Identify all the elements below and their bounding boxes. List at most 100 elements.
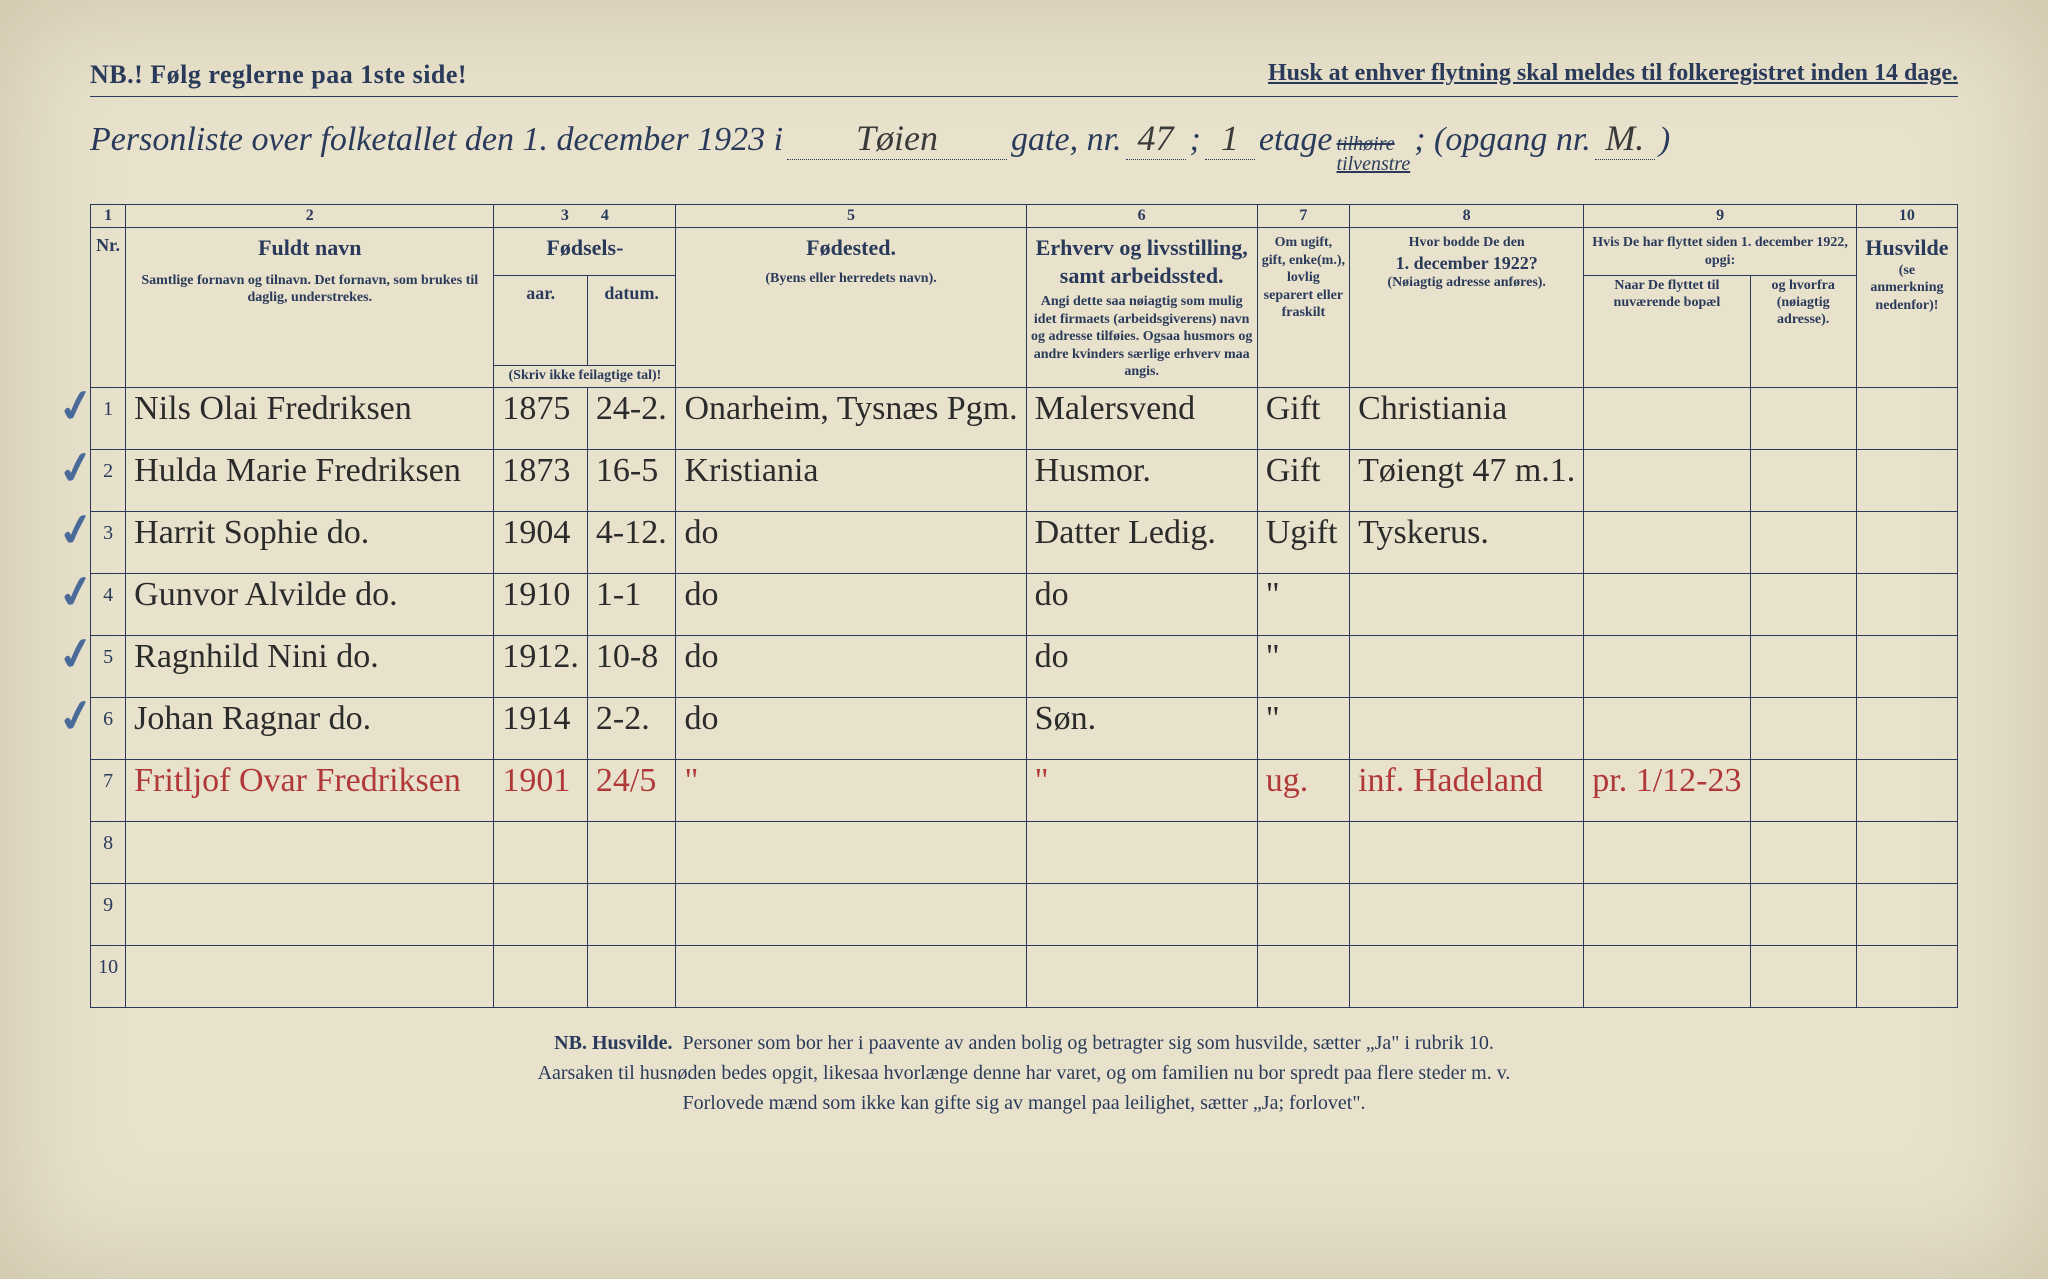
cell-fodested bbox=[676, 883, 1026, 945]
cell-husvilde bbox=[1856, 511, 1957, 573]
opgang-field: M. bbox=[1595, 117, 1655, 160]
cell-stand: ug. bbox=[1257, 759, 1349, 821]
row-number: 10 bbox=[91, 945, 126, 1007]
cell-hvorfra bbox=[1750, 883, 1856, 945]
cell-hvorfra bbox=[1750, 697, 1856, 759]
cell-erhverv: do bbox=[1026, 635, 1257, 697]
cell-hvorfra bbox=[1750, 387, 1856, 449]
cell-datum: 16-5 bbox=[587, 449, 676, 511]
hdr-fodested: Fødested. (Byens eller herredets navn). bbox=[676, 228, 1026, 388]
cell-husvilde bbox=[1856, 883, 1957, 945]
cell-erhverv: Husmor. bbox=[1026, 449, 1257, 511]
cell-stand: Ugift bbox=[1257, 511, 1349, 573]
cell-name: Nils Olai Fredriksen bbox=[126, 387, 494, 449]
cell-stand bbox=[1257, 883, 1349, 945]
cell-aar bbox=[494, 883, 588, 945]
etage-label: etage bbox=[1259, 121, 1333, 159]
hdr-naar: Naar De flyttet til nuværende bopæl bbox=[1584, 276, 1750, 388]
cell-aar: 1873 bbox=[494, 449, 588, 511]
cell-name: Harrit Sophie do. bbox=[126, 511, 494, 573]
cell-aar: 1875 bbox=[494, 387, 588, 449]
cell-name bbox=[126, 883, 494, 945]
husk-reminder: Husk at enhver flytning skal meldes til … bbox=[1268, 60, 1958, 90]
cell-husvilde bbox=[1856, 945, 1957, 1007]
colnum-8: 8 bbox=[1350, 205, 1584, 228]
table-body: 1Nils Olai Fredriksen187524-2.Onarheim, … bbox=[91, 387, 1958, 1007]
cell-hvorfra bbox=[1750, 821, 1856, 883]
cell-bodde: Christiania bbox=[1350, 387, 1584, 449]
colnum-5: 5 bbox=[676, 205, 1026, 228]
cell-bodde bbox=[1350, 697, 1584, 759]
cell-hvorfra bbox=[1750, 635, 1856, 697]
hdr-husvilde: Husvilde (se anmerkning nedenfor)! bbox=[1856, 228, 1957, 388]
cell-datum: 24-2. bbox=[587, 387, 676, 449]
table-header: 1 2 3 4 5 6 7 8 9 10 Nr. Fuldt navn Samt… bbox=[91, 205, 1958, 388]
table-row: 2Hulda Marie Fredriksen187316-5Kristiani… bbox=[91, 449, 1958, 511]
cell-fodested: do bbox=[676, 511, 1026, 573]
cell-hvorfra bbox=[1750, 759, 1856, 821]
cell-datum bbox=[587, 945, 676, 1007]
cell-fodested: do bbox=[676, 697, 1026, 759]
cell-hvorfra bbox=[1750, 573, 1856, 635]
cell-naar bbox=[1584, 945, 1750, 1007]
colnum-1: 1 bbox=[91, 205, 126, 228]
colnum-7: 7 bbox=[1257, 205, 1349, 228]
cell-name: Hulda Marie Fredriksen bbox=[126, 449, 494, 511]
nb-warning: NB.! Følg reglerne paa 1ste side! bbox=[90, 60, 467, 90]
title-prefix: Personliste over folketallet den 1. dece… bbox=[90, 121, 783, 159]
cell-fodested: do bbox=[676, 635, 1026, 697]
cell-aar: 1910 bbox=[494, 573, 588, 635]
cell-stand bbox=[1257, 821, 1349, 883]
cell-stand: Gift bbox=[1257, 449, 1349, 511]
hdr-name: Fuldt navn Samtlige fornavn og tilnavn. … bbox=[126, 228, 494, 388]
cell-naar bbox=[1584, 697, 1750, 759]
cell-stand: " bbox=[1257, 697, 1349, 759]
cell-naar bbox=[1584, 821, 1750, 883]
cell-bodde: Tøiengt 47 m.1. bbox=[1350, 449, 1584, 511]
cell-erhverv: do bbox=[1026, 573, 1257, 635]
census-table: 1 2 3 4 5 6 7 8 9 10 Nr. Fuldt navn Samt… bbox=[90, 204, 1958, 1008]
census-form-page: NB.! Følg reglerne paa 1ste side! Husk a… bbox=[0, 0, 2048, 1279]
table-row: 8 bbox=[91, 821, 1958, 883]
table-row: 10 bbox=[91, 945, 1958, 1007]
cell-husvilde bbox=[1856, 449, 1957, 511]
cell-bodde bbox=[1350, 883, 1584, 945]
cell-aar: 1912. bbox=[494, 635, 588, 697]
cell-name: Gunvor Alvilde do. bbox=[126, 573, 494, 635]
cell-datum: 4-12. bbox=[587, 511, 676, 573]
cell-husvilde bbox=[1856, 635, 1957, 697]
cell-bodde bbox=[1350, 821, 1584, 883]
cell-husvilde bbox=[1856, 697, 1957, 759]
gate-label: gate, nr. bbox=[1011, 121, 1122, 159]
hdr-aar: aar. bbox=[494, 276, 588, 366]
cell-hvorfra bbox=[1750, 449, 1856, 511]
cell-bodde: Tyskerus. bbox=[1350, 511, 1584, 573]
cell-erhverv: Datter Ledig. bbox=[1026, 511, 1257, 573]
cell-name bbox=[126, 821, 494, 883]
cell-datum bbox=[587, 883, 676, 945]
colnum-10: 10 bbox=[1856, 205, 1957, 228]
semicolon: ; bbox=[1190, 121, 1201, 159]
hdr-flyttet: Hvis De har flyttet siden 1. december 19… bbox=[1584, 228, 1857, 276]
cell-hvorfra bbox=[1750, 511, 1856, 573]
cell-naar bbox=[1584, 635, 1750, 697]
street-field: Tøien bbox=[787, 117, 1007, 160]
cell-datum: 2-2. bbox=[587, 697, 676, 759]
opgang-label: ; (opgang nr. bbox=[1414, 121, 1591, 159]
cell-stand bbox=[1257, 945, 1349, 1007]
title-line: Personliste over folketallet den 1. dece… bbox=[90, 117, 1958, 174]
top-bar: NB.! Følg reglerne paa 1ste side! Husk a… bbox=[90, 60, 1958, 97]
colnum-2: 2 bbox=[126, 205, 494, 228]
footer-note: NB. Husvilde. Personer som bor her i paa… bbox=[90, 1028, 1958, 1118]
cell-naar bbox=[1584, 883, 1750, 945]
cell-erhverv: Søn. bbox=[1026, 697, 1257, 759]
hdr-datum: datum. bbox=[587, 276, 676, 366]
cell-aar: 1901 bbox=[494, 759, 588, 821]
cell-aar: 1904 bbox=[494, 511, 588, 573]
row-number: 9 bbox=[91, 883, 126, 945]
table-row: 6Johan Ragnar do.19142-2.doSøn." bbox=[91, 697, 1958, 759]
cell-name: Fritljof Ovar Fredriksen bbox=[126, 759, 494, 821]
cell-naar: pr. 1/12-23 bbox=[1584, 759, 1750, 821]
tilhoire-strike: tilhøire bbox=[1337, 133, 1395, 155]
cell-aar bbox=[494, 945, 588, 1007]
